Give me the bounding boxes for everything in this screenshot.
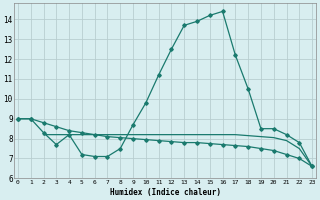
X-axis label: Humidex (Indice chaleur): Humidex (Indice chaleur) [109, 188, 220, 197]
